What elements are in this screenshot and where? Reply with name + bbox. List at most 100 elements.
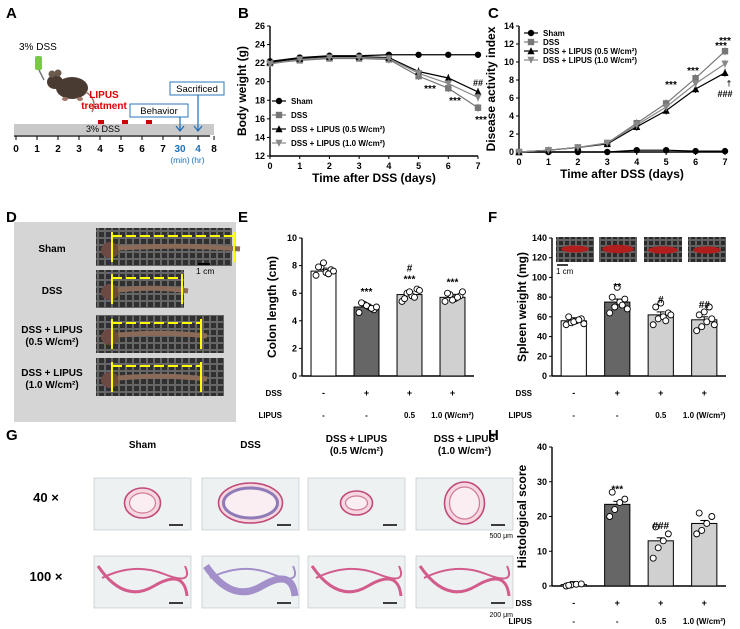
significance-mark: ## [473,78,483,88]
colon-row-label: Sham [38,244,65,255]
dss-row-value: + [615,388,620,398]
y-tick-label: 12 [504,39,514,49]
magnification-label: 100 × [30,569,63,584]
data-dot [411,293,418,301]
colon-row-label: (1.0 W/cm²) [25,380,78,391]
data-dot [320,259,327,267]
dss-row-value: + [615,598,620,608]
data-point [355,54,363,62]
data-dot [708,315,716,323]
data-point [444,80,452,88]
panel-label-c: C [488,5,499,22]
data-dot [577,580,585,588]
colon [117,373,208,382]
data-dot [657,299,665,307]
data-dot [693,327,701,335]
data-dot [705,303,713,311]
colon-row-label: DSS + LIPUS [21,368,83,379]
data-dot [444,289,451,297]
data-point [662,147,670,154]
timeline-ticks: 0 1 2 3 4 5 6 7 30 4 8(min) (hr) [13,136,217,165]
data-dot [454,293,461,301]
data-dot [613,283,621,291]
x-tick-label: 5 [416,161,421,171]
x-tick-label: 4 [634,157,639,167]
data-dot [606,513,614,520]
data-point [721,69,729,76]
significance-mark: ## [699,300,711,311]
data-dot [703,520,711,527]
histology-image [307,555,406,609]
y-tick-label: 16 [255,114,265,124]
data-dot [575,316,583,324]
data-point [662,103,670,111]
series-line [269,56,479,99]
data-dot [667,311,675,319]
y-tick-label: 18 [255,95,265,105]
histology-column-label: (1.0 W/cm²) [438,446,491,457]
legend-marker [527,56,535,64]
tissue-layer [310,565,403,597]
timeline-tick-label: 5 [118,144,124,155]
timeline-tick-label: 4 [97,144,103,155]
y-tick-label: 6 [509,93,514,103]
y-axis-label: Histological score [515,464,529,568]
timeline-tick-label: 4 [195,144,201,155]
dss-row-value: + [364,388,369,398]
x-axis-label: Time after DSS (days) [312,171,436,185]
data-point [385,55,393,63]
data-dot [695,311,703,319]
colon [117,330,208,339]
series-line [269,54,478,62]
data-point [721,48,729,55]
legend-entry: Sham [291,97,313,106]
data-dot [664,530,672,538]
data-dot [565,581,573,589]
y-tick-label: 60 [537,312,547,322]
legend-marker [527,38,535,46]
y-tick-label: 14 [255,132,265,142]
y-tick-label: 22 [255,58,265,68]
dss-row-value: + [450,388,455,398]
lipus-row-value: 0.5 [655,411,667,420]
significance-mark: *** [475,115,487,126]
legend-marker [275,111,283,119]
y-tick-label: 0 [542,581,547,591]
data-dot [330,267,337,275]
y-tick-label: 4 [509,111,514,121]
colon-lumen [344,495,369,511]
f-scale-label: 1 cm [556,267,574,276]
colon-lumen [448,486,481,520]
spleen-photos: 1 cm [556,237,726,276]
colon [117,285,189,294]
data-dot [355,309,363,316]
y-tick-label: 4 [292,316,297,326]
panel-label-e: E [238,209,248,226]
tissue-layer [101,565,189,580]
y-axis-label: Colon length (cm) [265,256,279,358]
data-dot [708,513,716,520]
histology-column-label: DSS [240,440,261,451]
tissue-layer [209,565,297,580]
significance-mark: *** [687,66,699,77]
data-dot [649,321,657,329]
y-tick-label: 20 [255,77,265,87]
data-point [474,88,482,96]
significance-mark: *** [715,41,727,52]
panel-label-b: B [238,5,249,22]
data-point [691,85,700,93]
x-tick-label: 6 [693,157,698,167]
lipus-row-label: LIPUS [258,411,282,420]
significance-mark: *** [449,96,461,107]
dss-row-label: DSS [516,599,533,608]
significance-mark: # [407,264,413,275]
series-line [519,149,725,153]
cecum [101,329,119,345]
lipus-row-value: - [616,617,619,626]
y-tick-label: 26 [255,21,265,31]
lipus-row-value: 0.5 [404,411,416,420]
data-dot [623,305,631,313]
lipus-mark [122,120,128,124]
